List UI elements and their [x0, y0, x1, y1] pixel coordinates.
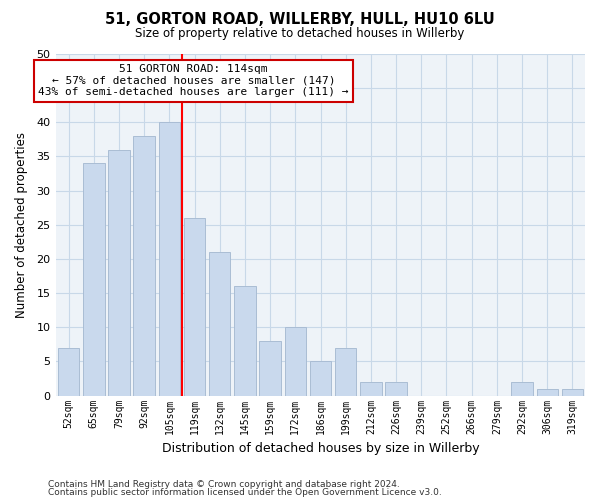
Text: 51, GORTON ROAD, WILLERBY, HULL, HU10 6LU: 51, GORTON ROAD, WILLERBY, HULL, HU10 6L… [105, 12, 495, 28]
Bar [58, 348, 79, 396]
Bar [158, 122, 180, 396]
Bar [385, 382, 407, 396]
Bar [184, 218, 205, 396]
Text: Contains public sector information licensed under the Open Government Licence v3: Contains public sector information licen… [48, 488, 442, 497]
Bar [259, 341, 281, 396]
Bar [562, 389, 583, 396]
Bar [108, 150, 130, 396]
Bar [310, 362, 331, 396]
Text: Contains HM Land Registry data © Crown copyright and database right 2024.: Contains HM Land Registry data © Crown c… [48, 480, 400, 489]
X-axis label: Distribution of detached houses by size in Willerby: Distribution of detached houses by size … [161, 442, 479, 455]
Bar [284, 328, 306, 396]
Bar [234, 286, 256, 396]
Y-axis label: Number of detached properties: Number of detached properties [15, 132, 28, 318]
Bar [536, 389, 558, 396]
Text: 51 GORTON ROAD: 114sqm
← 57% of detached houses are smaller (147)
43% of semi-de: 51 GORTON ROAD: 114sqm ← 57% of detached… [38, 64, 349, 98]
Bar [511, 382, 533, 396]
Bar [83, 164, 104, 396]
Bar [209, 252, 230, 396]
Bar [360, 382, 382, 396]
Bar [335, 348, 356, 396]
Text: Size of property relative to detached houses in Willerby: Size of property relative to detached ho… [136, 28, 464, 40]
Bar [133, 136, 155, 396]
